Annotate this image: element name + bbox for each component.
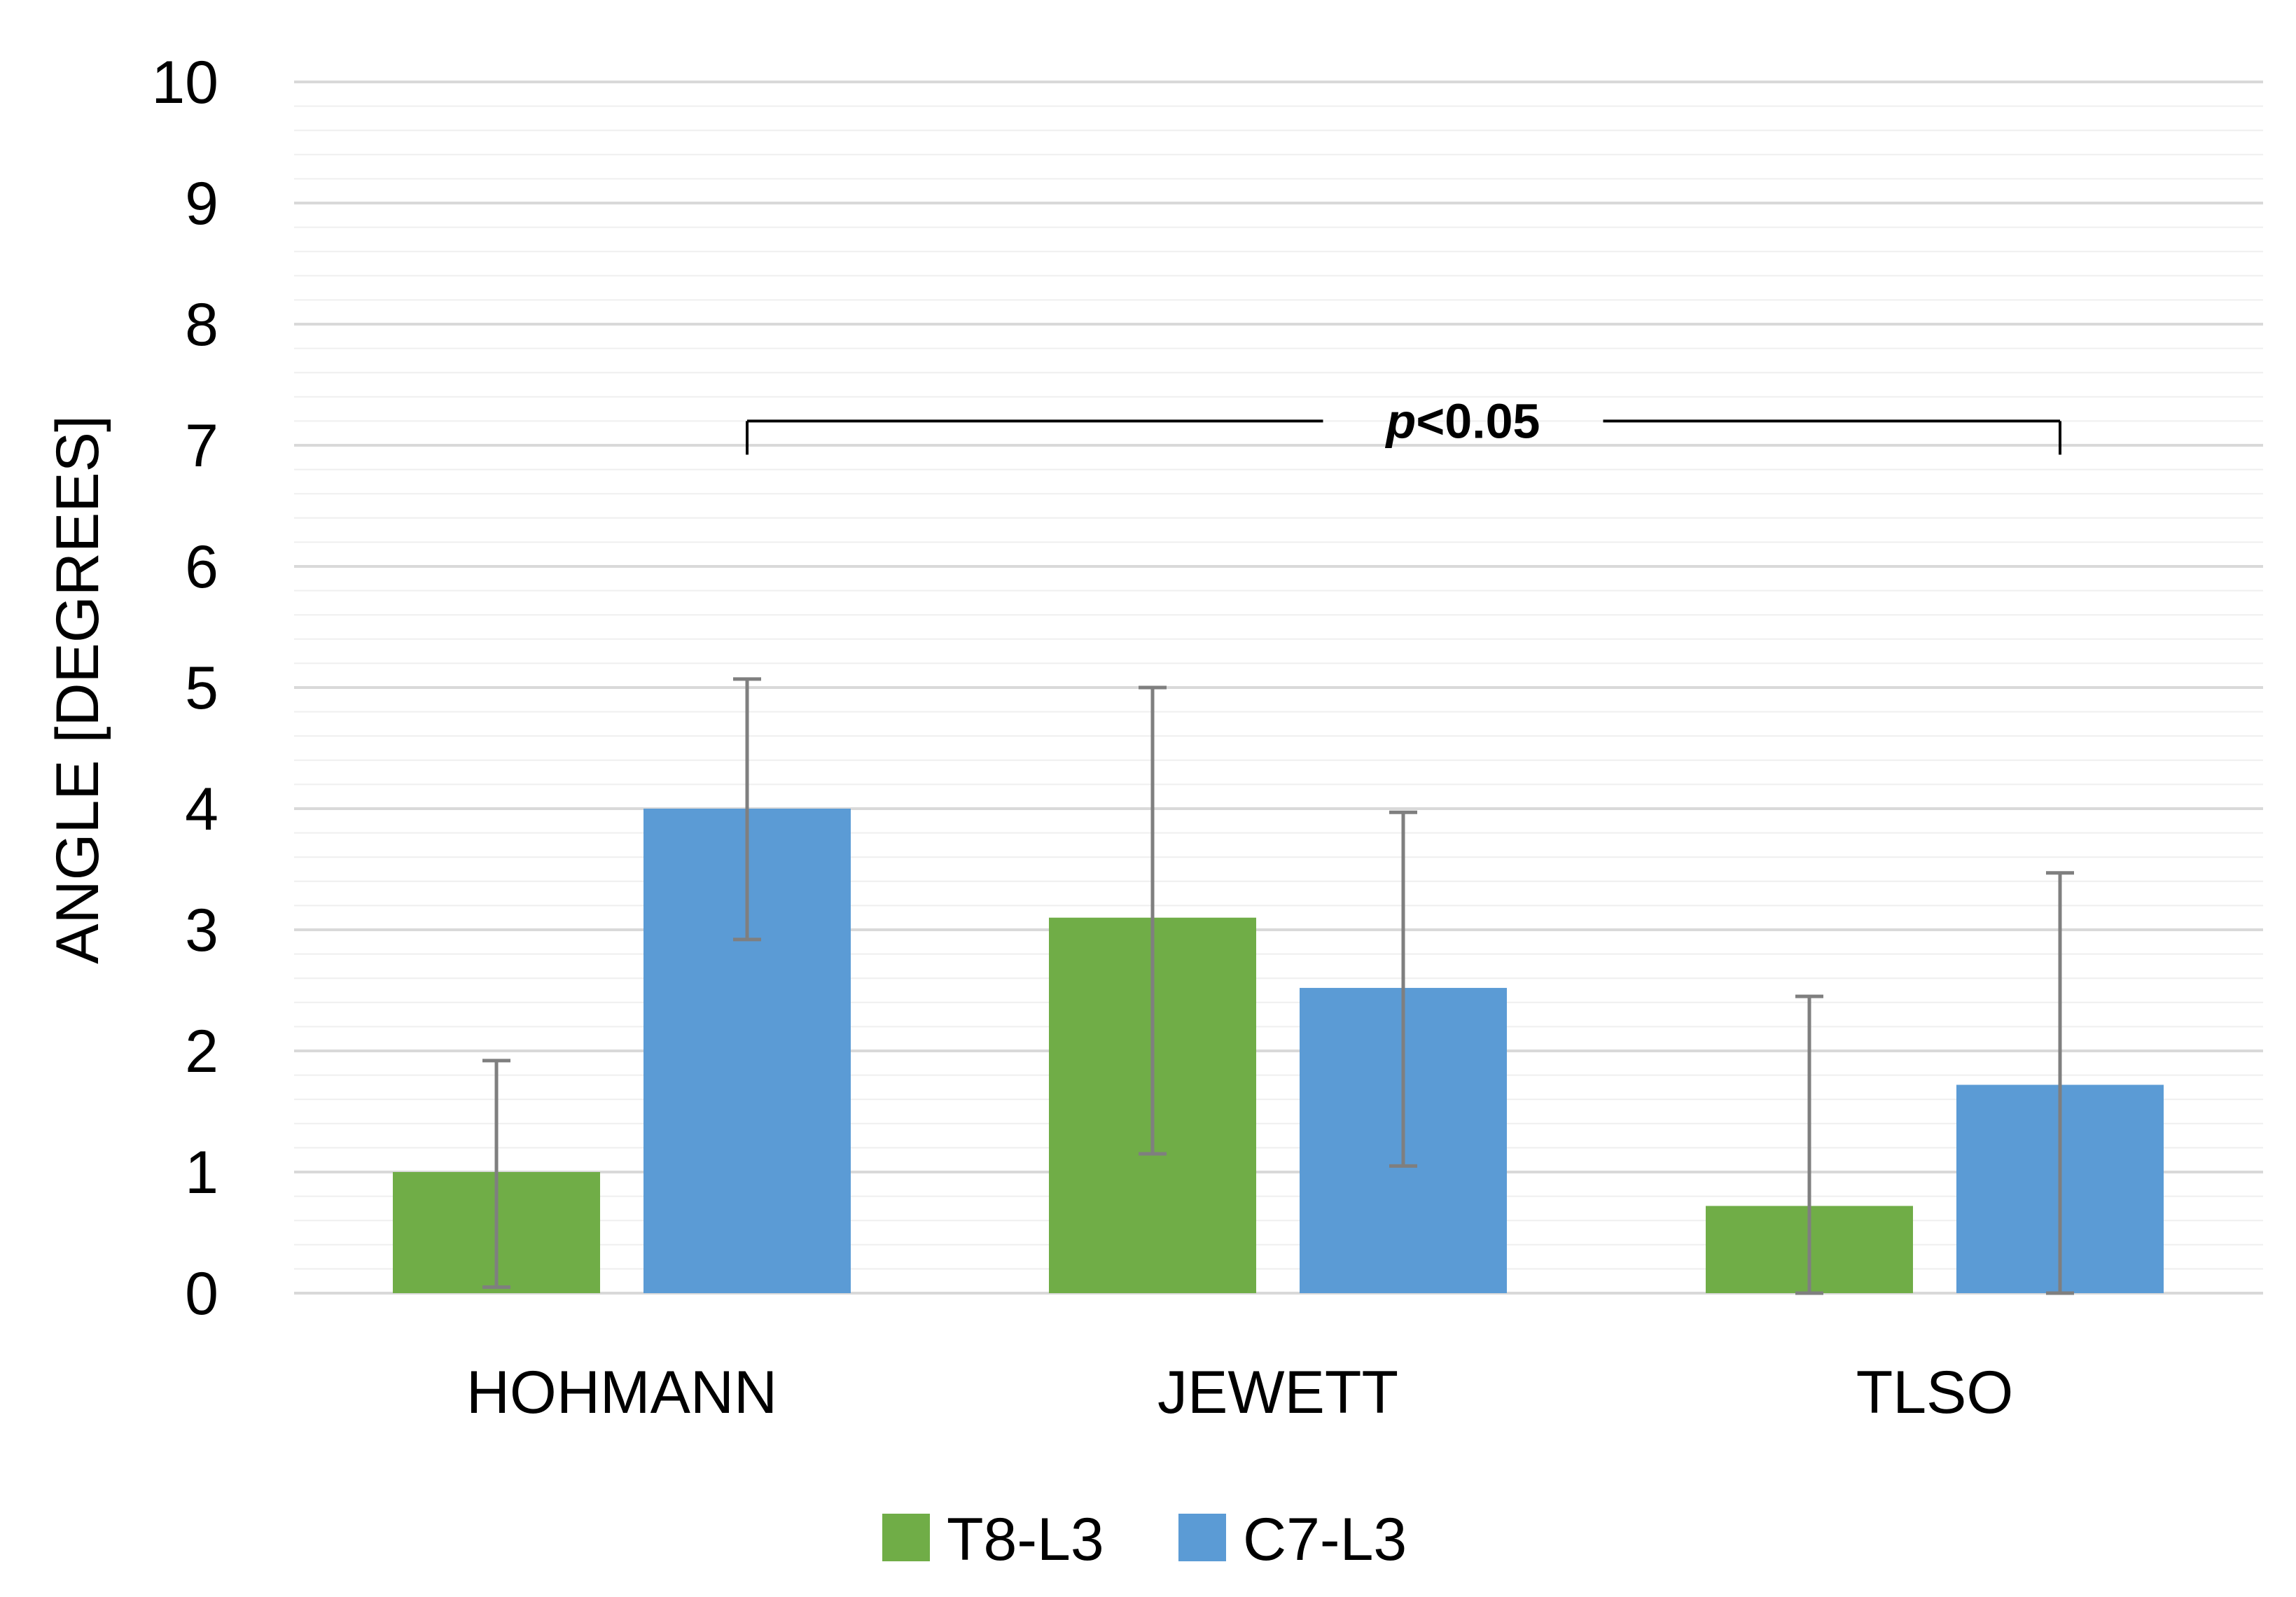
error-bars <box>482 677 2074 1295</box>
legend-label-t8-l3: T8-L3 <box>947 1506 1104 1573</box>
axes: 0 1 2 3 4 5 6 7 8 9 10 HOHMANN JEWETT TLSO ANGLE [DEGR… <box>44 49 2013 1426</box>
y-tick-label: 8 <box>185 291 218 358</box>
y-tick-label: 7 <box>185 412 218 480</box>
x-category-label: TLSO <box>1856 1359 2014 1426</box>
x-category-label: JEWETT <box>1157 1359 1398 1426</box>
y-tick-label: 4 <box>185 776 218 843</box>
y-tick-label: 2 <box>185 1018 218 1085</box>
legend-swatch-t8-l3 <box>882 1514 930 1561</box>
gridlines <box>294 81 2263 1295</box>
y-tick-label: 10 <box>151 49 218 116</box>
y-tick-label: 1 <box>185 1139 218 1206</box>
x-category-label: HOHMANN <box>466 1359 777 1426</box>
y-tick-label: 3 <box>185 897 218 964</box>
significance-annotation: p<0.05 <box>746 393 2061 455</box>
significance-label: p<0.05 <box>1385 393 1540 448</box>
y-tick-label: 0 <box>185 1260 218 1327</box>
y-tick-label: 5 <box>185 655 218 722</box>
significance-label-p: p <box>1385 393 1417 448</box>
y-tick-label: 9 <box>185 170 218 237</box>
y-axis-title: ANGLE [DEGREES] <box>44 415 111 964</box>
legend-label-c7-l3: C7-L3 <box>1243 1506 1407 1573</box>
y-tick-label: 6 <box>185 534 218 601</box>
legend-swatch-c7-l3 <box>1178 1514 1226 1561</box>
legend: T8-L3 C7-L3 <box>882 1506 1407 1573</box>
significance-label-value: <0.05 <box>1416 393 1540 448</box>
